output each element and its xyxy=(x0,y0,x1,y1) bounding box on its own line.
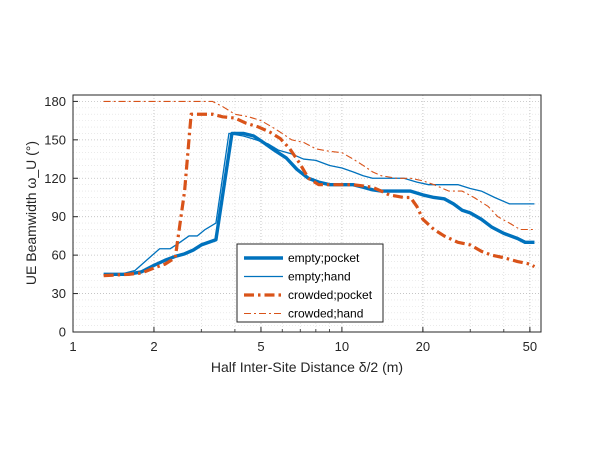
series-line-crowded-hand xyxy=(103,100,535,231)
plot-frame xyxy=(72,94,542,333)
y-tick-label: 0 xyxy=(59,325,66,340)
y-tick-label: 150 xyxy=(44,132,66,147)
legend: empty;pocket empty;hand crowded;pocket crow… xyxy=(236,243,384,323)
ticks xyxy=(72,100,531,333)
y-tick-label: 60 xyxy=(52,248,66,263)
x-tick-label: 5 xyxy=(257,339,264,354)
tick-labels: 1 2 5 10 20 50 0 30 60 90 120 150 180 xyxy=(44,94,537,354)
series-line-crowded-pocket xyxy=(103,112,536,278)
y-tick-label: 90 xyxy=(52,209,66,224)
series-line-empty-pocket xyxy=(103,131,535,277)
x-tick-label: 1 xyxy=(69,339,76,354)
x-tick-label: 10 xyxy=(335,339,349,354)
legend-label: crowded;pocket xyxy=(288,288,373,302)
legend-label: empty;hand xyxy=(288,270,351,284)
x-tick-label: 20 xyxy=(416,339,430,354)
x-tick-label: 50 xyxy=(523,339,537,354)
legend-label: crowded;hand xyxy=(288,307,363,321)
y-tick-label: 120 xyxy=(44,171,66,186)
x-axis-title: Half Inter-Site Distance δ/2 (m) xyxy=(211,359,403,375)
x-tick-label: 2 xyxy=(150,339,157,354)
y-tick-label: 30 xyxy=(52,286,66,301)
y-tick-label: 180 xyxy=(44,94,66,109)
legend-label: empty;pocket xyxy=(288,251,360,265)
series-layer xyxy=(103,100,536,278)
y-axis-title: UE Beamwidth ω_U (°) xyxy=(23,141,39,285)
